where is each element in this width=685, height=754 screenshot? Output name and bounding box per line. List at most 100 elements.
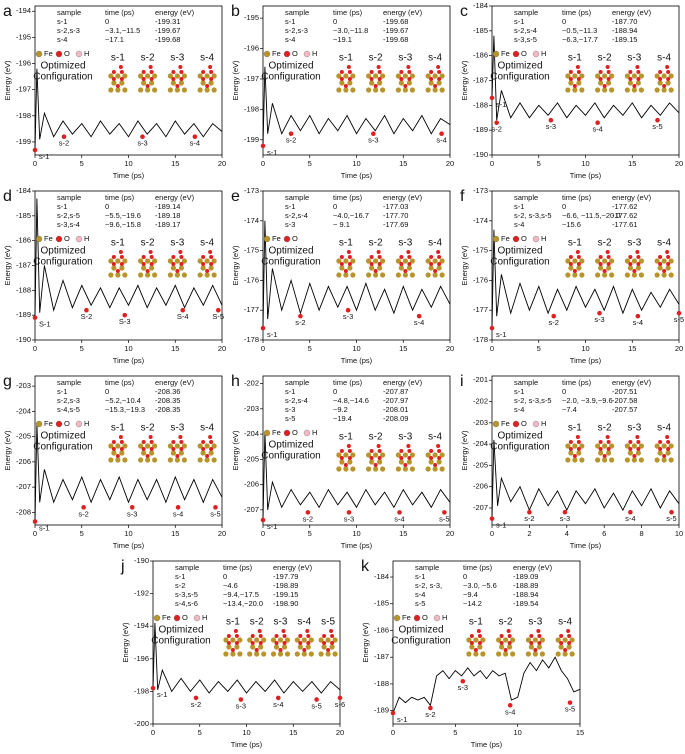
fe-atom [631, 443, 637, 449]
panel: h 0 5 10 15 20 -207 -206 -205 -204 -203 -202 Time (p… [231, 373, 454, 550]
fe-atom [258, 644, 264, 650]
o-atom [234, 634, 239, 638]
fe-atom [576, 450, 582, 456]
fe-atom [568, 265, 574, 271]
legend-label: O [292, 49, 298, 58]
o-atom [179, 440, 184, 444]
snapshot-point [489, 325, 495, 331]
snapshot-point [669, 509, 674, 515]
fe-atom [200, 265, 206, 271]
fe-atom [350, 272, 356, 278]
point-label: s-3 [343, 312, 353, 321]
o-atom [322, 641, 327, 645]
fe-atom [174, 457, 180, 463]
snapshot-point [439, 131, 444, 137]
fe-atom [402, 87, 408, 93]
o-atom [209, 255, 214, 259]
legend-label: Fe [162, 613, 171, 622]
o-atom [274, 641, 279, 645]
o-atom [635, 435, 640, 439]
o-atom [208, 250, 213, 254]
point-label: s-4 [592, 125, 602, 134]
structure-label: s-3 [528, 617, 542, 628]
o-atom [343, 84, 348, 88]
table-cell: -189.17 [155, 220, 180, 229]
o-atom [347, 262, 352, 266]
y-tick-label: -176 [473, 275, 488, 284]
o-atom [572, 454, 577, 458]
table-cell: -177.61 [612, 220, 637, 229]
table-header: energy (eV) [155, 193, 195, 202]
o-atom [658, 447, 663, 451]
structure-label: s-3 [170, 53, 184, 64]
fe-atom [343, 87, 349, 93]
table-cell: s-3,s-5 [514, 35, 537, 44]
x-tick-label: 10 [352, 159, 360, 168]
o-atom [666, 255, 671, 259]
annotation: Optimized [40, 246, 85, 257]
fe-atom [576, 265, 582, 271]
table-cell: s-1 [285, 202, 295, 211]
fe-atom [294, 637, 300, 643]
table-cell: -177.03 [383, 202, 408, 211]
y-tick-label: -186 [473, 51, 488, 60]
table-cell: ~5.5,~19.6 [105, 211, 141, 220]
y-tick-label: -197 [16, 85, 31, 94]
fe-atom [122, 457, 128, 463]
fe-atom [284, 637, 291, 643]
structure-label: s-4 [428, 432, 442, 443]
fe-atom [170, 265, 176, 271]
o-atom [329, 629, 334, 633]
o-atom [499, 634, 504, 638]
point-label: s-3 [560, 514, 570, 523]
fe-atom [668, 73, 674, 79]
o-atom [179, 447, 184, 451]
o-atom [407, 70, 412, 74]
o-atom [568, 255, 573, 259]
fe-atom [572, 258, 578, 264]
energy-line [262, 66, 451, 146]
o-atom [576, 447, 581, 451]
fe-atom [122, 272, 128, 278]
fe-atom [211, 457, 217, 463]
fe-atom [631, 258, 637, 264]
fe-atom [409, 272, 415, 278]
o-atom [636, 70, 641, 74]
table-cell: s-1 [514, 202, 524, 211]
y-tick-label: -207 [473, 503, 488, 512]
o-atom [606, 255, 611, 259]
point-label: s-4 [273, 700, 283, 709]
x-tick-label: 6 [602, 529, 606, 538]
fe-atom [145, 443, 151, 449]
fe-atom [436, 80, 442, 86]
table-cell: ~4.0,~16.7 [333, 211, 369, 220]
point-label: s-1 [157, 690, 167, 699]
o-atom [201, 447, 206, 451]
fe-atom [145, 272, 151, 278]
table-cell: s-1 [285, 17, 295, 26]
legend-label: Fe [44, 419, 53, 428]
fe-atom [204, 272, 210, 278]
legend-swatch [492, 420, 500, 428]
legend-swatch [263, 235, 271, 243]
fe-atom [395, 258, 401, 264]
fe-atom [406, 459, 412, 465]
fe-atom [409, 73, 415, 79]
table-cell: s-2,s-4 [285, 396, 308, 405]
legend-swatch [55, 420, 63, 428]
fe-atom [336, 87, 342, 93]
x-tick-label: 5 [308, 159, 312, 168]
point-label: s-2 [78, 509, 88, 518]
y-tick-label: -205 [244, 454, 259, 463]
fe-atom [576, 80, 582, 86]
o-atom [148, 65, 153, 69]
fe-atom [568, 80, 574, 86]
o-atom [666, 262, 671, 266]
y-tick-label: -184 [473, 1, 488, 10]
o-atom [503, 648, 508, 652]
y-tick-label: -186 [16, 236, 31, 245]
fe-atom [606, 450, 612, 456]
table-cell: -207.97 [383, 396, 408, 405]
fe-atom [318, 651, 324, 657]
y-tick-label: -173 [244, 186, 259, 195]
